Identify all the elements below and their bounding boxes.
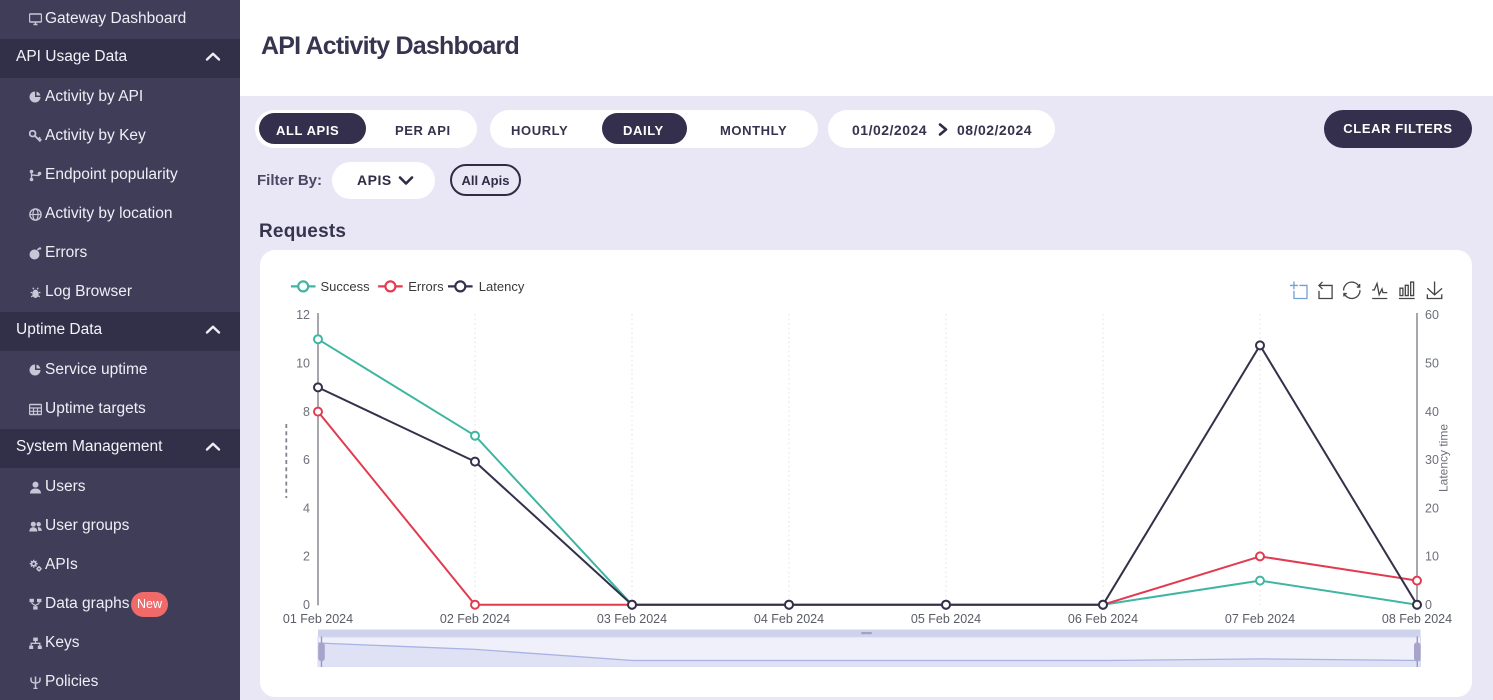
svg-text:4: 4 <box>303 501 310 515</box>
svg-text:02 Feb 2024: 02 Feb 2024 <box>440 612 510 626</box>
svg-text:Latency: Latency <box>479 279 525 294</box>
svg-text:Latency time: Latency time <box>1437 424 1451 492</box>
svg-text:6: 6 <box>303 453 310 467</box>
svg-text:05 Feb 2024: 05 Feb 2024 <box>911 612 981 626</box>
svg-text:8: 8 <box>303 405 310 419</box>
svg-text:10: 10 <box>296 357 310 371</box>
svg-text:03 Feb 2024: 03 Feb 2024 <box>597 612 667 626</box>
svg-text:50: 50 <box>1425 357 1439 371</box>
svg-text:10: 10 <box>1425 550 1439 564</box>
svg-text:07 Feb 2024: 07 Feb 2024 <box>1225 612 1295 626</box>
svg-text:30: 30 <box>1425 453 1439 467</box>
svg-text:08 Feb 2024: 08 Feb 2024 <box>1382 612 1452 626</box>
svg-text:06 Feb 2024: 06 Feb 2024 <box>1068 612 1138 626</box>
svg-text:0: 0 <box>1425 598 1432 612</box>
svg-text:20: 20 <box>1425 501 1439 515</box>
svg-text:60: 60 <box>1425 308 1439 322</box>
svg-text:04 Feb 2024: 04 Feb 2024 <box>754 612 824 626</box>
svg-text:12: 12 <box>296 308 310 322</box>
svg-text:Success: Success <box>321 279 371 294</box>
svg-text:2: 2 <box>303 550 310 564</box>
svg-text:40: 40 <box>1425 405 1439 419</box>
svg-text:0: 0 <box>303 598 310 612</box>
svg-text:01 Feb 2024: 01 Feb 2024 <box>283 612 353 626</box>
svg-text:Errors: Errors <box>408 279 444 294</box>
